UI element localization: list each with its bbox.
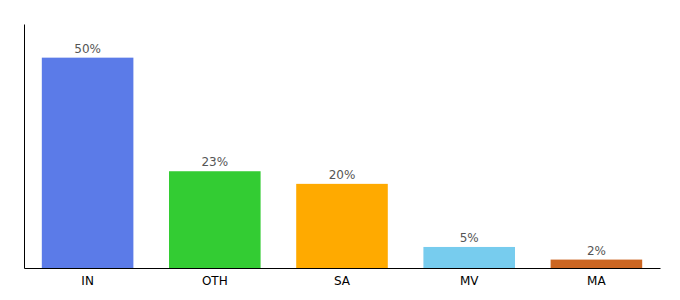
x-tick: MV	[460, 274, 479, 288]
x-tick-label: MV	[460, 274, 479, 288]
data-label: 20%	[329, 168, 356, 182]
bar	[423, 247, 515, 268]
data-label: 5%	[460, 231, 479, 245]
y-axis	[24, 25, 25, 269]
data-label: 23%	[201, 155, 228, 169]
data-label: 50%	[74, 42, 101, 56]
bar	[42, 58, 134, 268]
x-tick-label: IN	[81, 274, 94, 288]
data-labels: 50% 23% 20% 5% 2%	[74, 42, 606, 258]
x-axis: IN OTH SA MV MA	[25, 269, 661, 288]
x-tick-label: SA	[334, 274, 351, 288]
x-tick: IN	[81, 274, 94, 288]
plot: 50% 23% 20% 5% 2% IN OTH SA MV MA	[25, 25, 661, 288]
x-tick: OTH	[202, 274, 228, 288]
x-tick: SA	[334, 274, 351, 288]
x-tick-label: OTH	[202, 274, 228, 288]
bar	[551, 260, 643, 268]
x-axis-line	[25, 268, 661, 269]
chart: 50% 23% 20% 5% 2% IN OTH SA MV MA	[0, 0, 680, 300]
x-tick: MA	[587, 274, 606, 288]
y-axis-line	[24, 25, 25, 269]
bars	[42, 58, 642, 268]
data-label: 2%	[587, 244, 606, 258]
bar	[169, 171, 261, 268]
x-tick-label: MA	[587, 274, 606, 288]
bar	[296, 184, 388, 268]
